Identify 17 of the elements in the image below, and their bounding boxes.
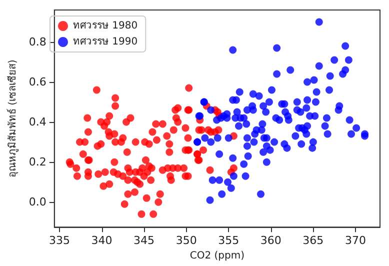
x-tick-label: 355 [218, 234, 240, 248]
x-tick-label: 365 [302, 234, 324, 248]
y-tick-label: 0.6 [28, 76, 46, 89]
y-tick-label: 0.2 [28, 156, 46, 169]
x-tick-label: 335 [48, 234, 70, 248]
y-axis-title: อุณหภูมิสัมพัทธ์ (เซลเซียส) [6, 59, 18, 178]
y-tick-label: 0.8 [28, 36, 46, 49]
x-tick-label: 370 [344, 234, 366, 248]
x-tick-label: 360 [260, 234, 282, 248]
y-tick-label: 0.4 [28, 116, 46, 129]
legend-label: ทศวรรษ 1990 [73, 36, 138, 48]
x-tick-label: 345 [134, 234, 155, 248]
y-tick-label: 0.0 [28, 196, 46, 209]
x-axis-title: CO2 (ppm) [190, 250, 245, 262]
x-tick-label: 350 [176, 234, 197, 248]
legend-label: ทศวรรษ 1980 [73, 20, 138, 32]
x-tick-label: 340 [91, 234, 112, 248]
